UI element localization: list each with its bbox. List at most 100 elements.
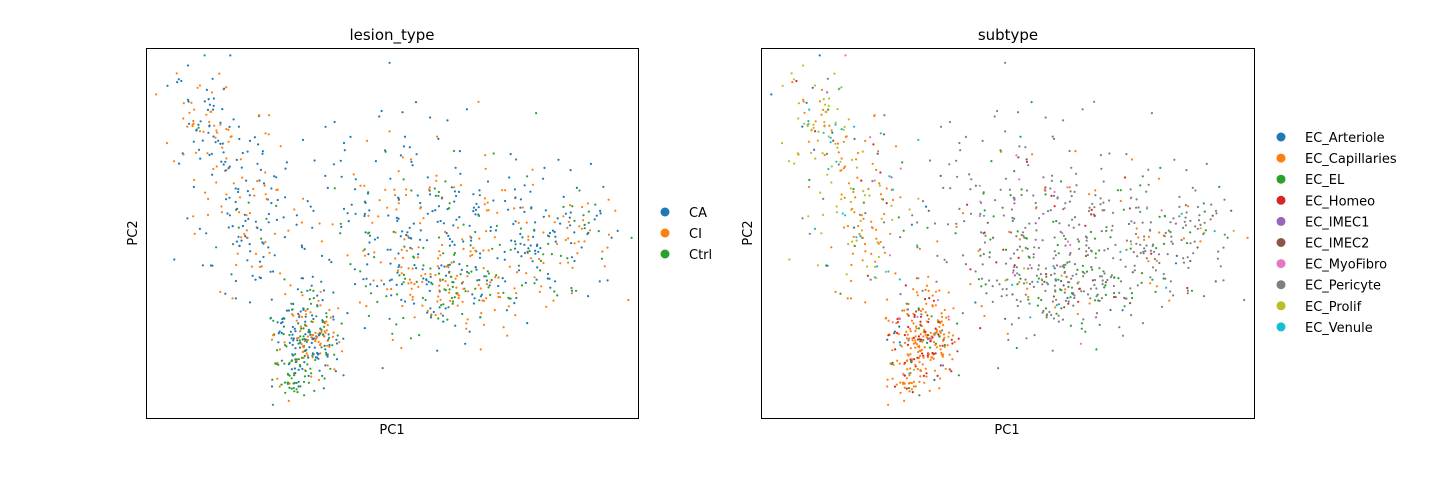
scatter-point — [295, 381, 298, 385]
scatter-point — [1163, 215, 1167, 218]
scatter-point — [203, 100, 206, 103]
scatter-point — [478, 278, 481, 282]
scatter-point — [915, 343, 919, 346]
scatter-point — [1078, 287, 1081, 290]
scatter-point — [293, 367, 296, 370]
scatter-point — [329, 367, 332, 370]
scatter-point — [318, 222, 321, 225]
scatter-point — [1067, 285, 1070, 288]
scatter-point — [564, 212, 568, 215]
scatter-point — [256, 180, 259, 183]
scatter-point — [192, 140, 195, 143]
scatter-point — [1129, 247, 1132, 250]
scatter-point — [875, 237, 878, 240]
scatter-point — [1089, 287, 1092, 290]
scatter-point — [919, 333, 922, 336]
scatter-point — [434, 194, 437, 197]
scatter-point — [787, 160, 791, 163]
scatter-point — [178, 162, 181, 165]
scatter-point — [842, 226, 846, 229]
scatter-point — [916, 244, 919, 247]
scatter-point — [486, 270, 489, 273]
scatter-point — [220, 211, 223, 214]
scatter-point — [1006, 278, 1009, 281]
scatter-point — [358, 301, 361, 304]
scatter-point — [301, 138, 305, 141]
scatter-point — [494, 229, 498, 232]
scatter-point — [373, 251, 376, 254]
scatter-point — [297, 368, 300, 371]
scatter-point — [914, 363, 917, 367]
scatter-point — [823, 153, 826, 157]
scatter-point — [911, 391, 914, 394]
scatter-point — [905, 387, 908, 390]
scatter-point — [1032, 194, 1035, 197]
scatter-point — [627, 298, 630, 302]
scatter-point — [542, 215, 545, 218]
scatter-point — [567, 220, 571, 223]
scatter-point — [944, 367, 947, 370]
scatter-point — [1158, 261, 1161, 265]
scatter-point — [436, 349, 439, 352]
scatter-point — [988, 256, 991, 259]
scatter-point — [946, 344, 949, 347]
scatter-point — [1035, 229, 1038, 232]
scatter-point — [908, 387, 911, 390]
scatter-point — [588, 229, 592, 232]
scatter-point — [445, 232, 448, 235]
scatter-point — [1081, 108, 1084, 111]
scatter-point — [363, 212, 366, 215]
scatter-point — [367, 314, 370, 317]
scatter-point — [478, 256, 482, 259]
scatter-point — [788, 258, 791, 261]
scatter-point — [1106, 247, 1109, 250]
scatter-point — [982, 214, 986, 217]
scatter-point — [363, 214, 366, 218]
scatter-point — [826, 173, 829, 176]
scatter-point — [1034, 201, 1037, 205]
scatter-point — [853, 211, 856, 214]
scatter-point — [455, 292, 458, 295]
scatter-point — [354, 178, 357, 181]
scatter-point — [1013, 265, 1016, 269]
scatter-point — [1100, 167, 1103, 170]
scatter-point — [1109, 236, 1112, 239]
scatter-point — [855, 236, 858, 239]
scatter-point — [367, 253, 370, 256]
legend-label: CA — [689, 206, 707, 221]
scatter-point — [1011, 271, 1015, 274]
scatter-point — [1187, 266, 1190, 269]
scatter-point — [886, 378, 889, 381]
scatter-point — [907, 339, 910, 342]
scatter-point — [852, 188, 855, 191]
scatter-point — [386, 248, 389, 251]
scatter-point — [1166, 253, 1169, 256]
scatter-point — [535, 244, 539, 248]
scatter-point — [1125, 153, 1128, 156]
scatter-point — [290, 302, 293, 305]
scatter-point — [280, 331, 283, 335]
scatter-point — [1004, 262, 1008, 265]
scatter-point — [435, 179, 438, 182]
scatter-point — [373, 256, 376, 259]
scatter-point — [1054, 289, 1057, 292]
scatter-point — [206, 108, 210, 111]
scatter-point — [497, 276, 500, 279]
scatter-point — [317, 352, 320, 355]
scatter-point — [457, 190, 461, 193]
scatter-point — [374, 160, 377, 163]
scatter-point — [945, 316, 948, 319]
scatter-point — [363, 200, 366, 203]
scatter-point — [1223, 233, 1226, 236]
scatter-point — [395, 323, 398, 326]
scatter-point — [1073, 263, 1077, 266]
scatter-point — [490, 278, 493, 282]
scatter-point — [296, 339, 299, 342]
scatter-point — [349, 135, 352, 138]
scatter-point — [1013, 170, 1016, 173]
scatter-point — [294, 330, 297, 333]
scatter-point — [466, 270, 469, 273]
scatter-point — [513, 302, 516, 305]
scatter-point — [939, 348, 942, 351]
scatter-point — [288, 361, 291, 364]
